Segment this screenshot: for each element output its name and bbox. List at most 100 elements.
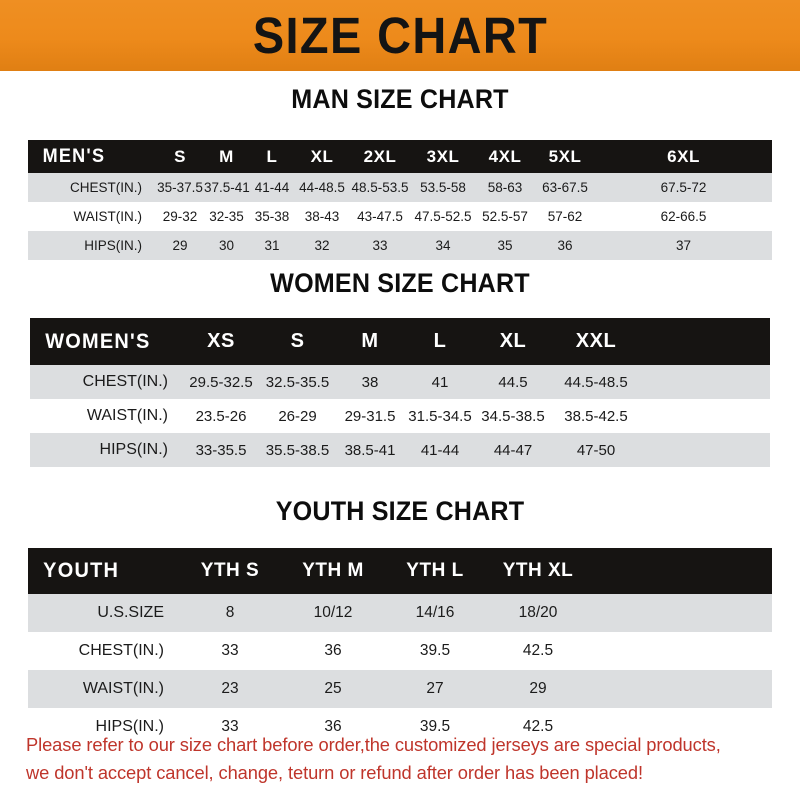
women-row-label-1: WAIST(IN.) [86, 407, 168, 424]
women-cell-0-3: 41 [431, 373, 449, 391]
youth-row-label-3: HIPS(IN.) [95, 718, 164, 735]
youth-cell-0-0: 8 [225, 604, 235, 621]
men-size-col-5: 3XL [426, 146, 460, 166]
youth-cell-1-2: 39.5 [419, 642, 451, 659]
men-cell-2-3: 32 [314, 238, 330, 253]
women-cell-spacer [641, 365, 770, 399]
youth-header-label: YOUTH [43, 559, 120, 582]
men-size-col-1: M [219, 146, 234, 166]
men-cell-1-6: 52.5-57 [482, 209, 528, 224]
women-cell-2-2: 38.5-41 [344, 441, 396, 459]
youth-cell-spacer [590, 594, 772, 632]
men-cell-1-4: 43-47.5 [357, 209, 403, 224]
youth-cell-3-1: 36 [324, 718, 342, 735]
women-cell-1-0: 23.5-26 [195, 407, 247, 425]
table-row: WAIST(IN.) 23 25 27 29 [28, 670, 772, 708]
men-size-col-8: 6XL [667, 146, 700, 166]
men-size-col-3: XL [310, 146, 334, 166]
women-table-header-row: WOMEN'S XS S M L XL XXL [30, 318, 770, 365]
footer-notice-line-2: we don't accept cancel, change, teturn o… [26, 762, 643, 783]
youth-cell-2-2: 27 [426, 680, 444, 697]
women-cell-1-4: 34.5-38.5 [481, 407, 545, 425]
table-row: HIPS(IN.) 33 36 39.5 42.5 [28, 708, 772, 746]
men-cell-2-2: 31 [264, 238, 280, 253]
men-row-label-2: HIPS(IN.) [84, 238, 142, 253]
women-size-table: WOMEN'S XS S M L XL XXL CHEST(IN.) 29.5-… [30, 318, 770, 467]
women-size-col-2: M [361, 330, 379, 352]
youth-cell-3-2: 39.5 [419, 718, 451, 735]
table-row: CHEST(IN.) 33 36 39.5 42.5 [28, 632, 772, 670]
men-cell-1-8: 62-66.5 [660, 209, 707, 224]
man-section-title: MAN SIZE CHART [291, 84, 509, 114]
women-cell-0-4: 44.5 [498, 373, 528, 391]
men-cell-0-5: 53.5-58 [420, 180, 466, 195]
banner-title: SIZE CHART [252, 7, 548, 64]
women-size-col-4: XL [499, 330, 527, 352]
women-cell-1-5: 38.5-42.5 [564, 407, 628, 425]
men-row-label-0: CHEST(IN.) [70, 180, 142, 195]
men-cell-1-3: 38-43 [304, 209, 340, 224]
women-cell-0-0: 29.5-32.5 [189, 373, 253, 391]
women-cell-2-1: 35.5-38.5 [265, 441, 330, 459]
youth-size-col-1: YTH M [302, 560, 364, 581]
women-header-label: WOMEN'S [45, 329, 151, 353]
table-row: CHEST(IN.) 29.5-32.5 32.5-35.5 38 41 44.… [30, 365, 770, 399]
men-cell-0-1: 37.5-41 [204, 180, 250, 195]
women-cell-2-3: 41-44 [420, 441, 460, 459]
women-cell-2-5: 47-50 [576, 441, 616, 459]
men-table-header-row: MEN'S S M L XL 2XL 3XL 4XL 5XL 6XL [28, 140, 772, 173]
men-cell-2-5: 34 [435, 238, 451, 253]
youth-size-col-0: YTH S [200, 560, 260, 581]
table-row: U.S.SIZE 8 10/12 14/16 18/20 [28, 594, 772, 632]
women-cell-0-2: 38 [361, 373, 379, 391]
men-size-col-7: 5XL [548, 146, 582, 166]
men-cell-0-4: 48.5-53.5 [351, 180, 409, 195]
men-cell-2-1: 30 [218, 238, 235, 253]
youth-header-spacer [590, 548, 772, 594]
men-cell-1-0: 29-32 [162, 209, 198, 224]
men-cell-0-2: 41-44 [254, 180, 290, 195]
men-size-col-6: 4XL [488, 146, 522, 166]
table-row: HIPS(IN.) 29 30 31 32 33 34 35 36 37 [28, 231, 772, 260]
men-cell-2-0: 29 [172, 238, 188, 253]
youth-cell-2-1: 25 [324, 680, 342, 697]
youth-section-title: YOUTH SIZE CHART [275, 496, 525, 526]
men-size-table: MEN'S S M L XL 2XL 3XL 4XL 5XL 6XL CHEST… [28, 140, 772, 260]
women-size-col-5: XXL [575, 330, 617, 352]
women-header-spacer [641, 318, 770, 365]
youth-cell-0-1: 10/12 [313, 604, 353, 621]
table-row: WAIST(IN.) 23.5-26 26-29 29-31.5 31.5-34… [30, 399, 770, 433]
men-cell-0-7: 63-67.5 [542, 180, 588, 195]
youth-cell-0-2: 14/16 [415, 604, 455, 621]
women-cell-0-5: 44.5-48.5 [564, 373, 628, 391]
youth-cell-1-3: 42.5 [522, 642, 554, 659]
women-size-col-1: S [290, 330, 305, 352]
men-cell-0-3: 44-48.5 [299, 180, 345, 195]
men-cell-0-0: 35-37.5 [157, 180, 203, 195]
youth-cell-spacer [590, 632, 772, 670]
men-cell-1-7: 57-62 [547, 209, 583, 224]
women-row-label-0: CHEST(IN.) [82, 373, 168, 390]
women-cell-2-4: 44-47 [493, 441, 533, 459]
women-section-title: WOMEN SIZE CHART [270, 268, 530, 298]
youth-table-header-row: YOUTH YTH S YTH M YTH L YTH XL [28, 548, 772, 594]
women-cell-spacer [641, 433, 770, 467]
men-size-col-0: S [174, 146, 186, 166]
youth-cell-1-0: 33 [221, 642, 239, 659]
youth-size-col-3: YTH XL [502, 560, 574, 581]
men-cell-2-7: 36 [557, 238, 573, 253]
youth-cell-3-0: 33 [221, 718, 239, 735]
youth-cell-spacer [590, 670, 772, 708]
youth-row-label-0: U.S.SIZE [97, 604, 164, 621]
men-header-label: MEN'S [42, 145, 106, 167]
footer-notice: Please refer to our size chart before or… [26, 731, 770, 787]
youth-size-col-2: YTH L [406, 560, 464, 581]
women-cell-2-0: 33-35.5 [195, 441, 247, 459]
youth-cell-3-3: 42.5 [522, 718, 554, 735]
youth-row-label-2: WAIST(IN.) [82, 680, 164, 697]
men-cell-1-1: 32-35 [209, 209, 244, 224]
table-row: HIPS(IN.) 33-35.5 35.5-38.5 38.5-41 41-4… [30, 433, 770, 467]
table-row: CHEST(IN.) 35-37.5 37.5-41 41-44 44-48.5… [28, 173, 772, 202]
men-cell-1-2: 35-38 [254, 209, 290, 224]
